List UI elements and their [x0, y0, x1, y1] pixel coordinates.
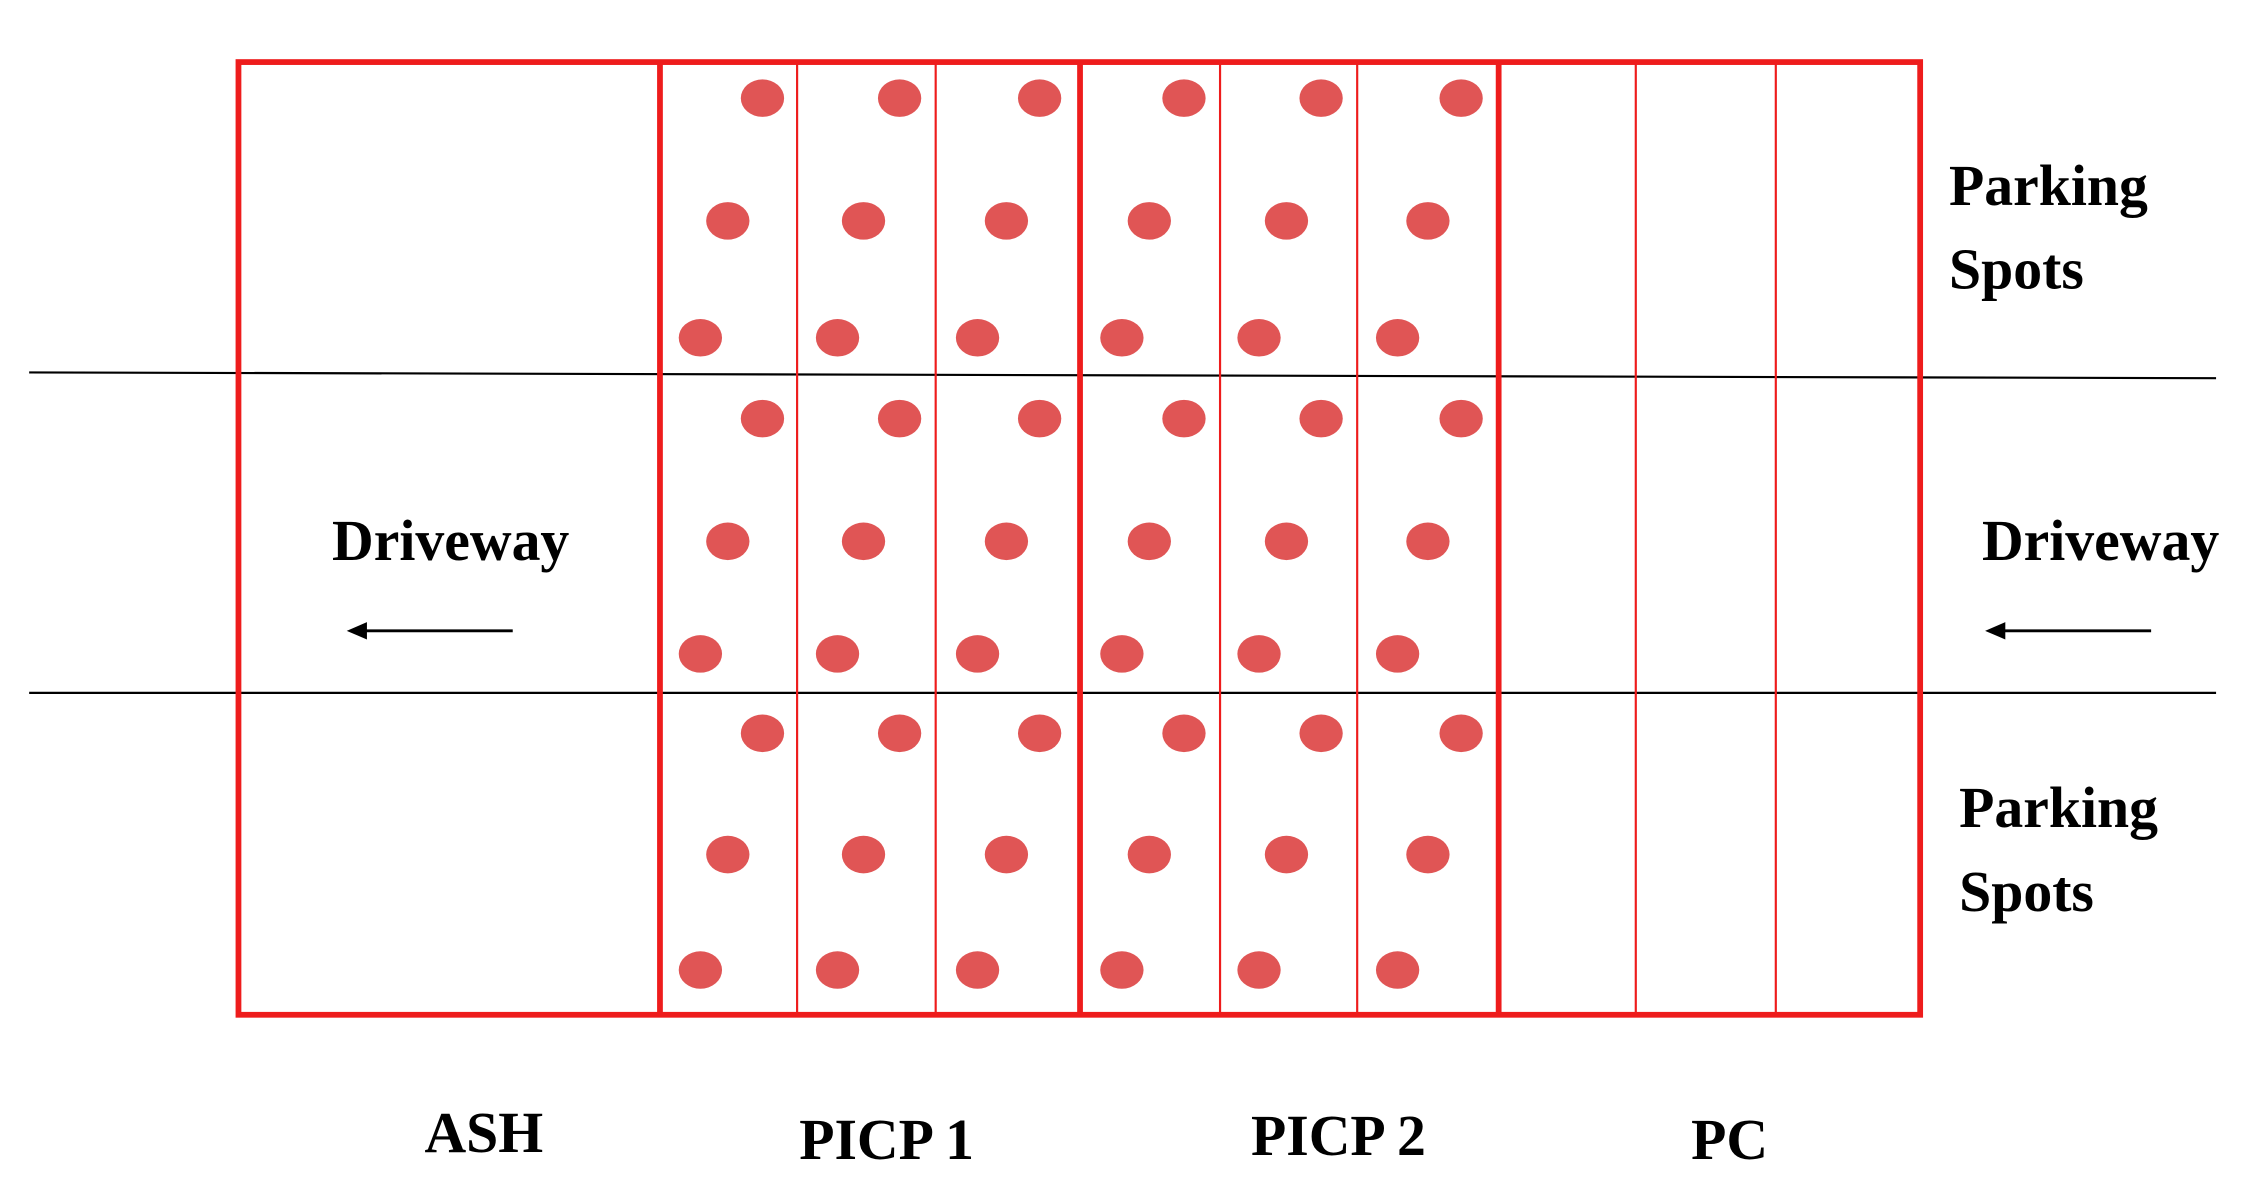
paver-dot [1017, 79, 1062, 117]
paver-dot [1100, 635, 1144, 673]
arrow-head [1985, 622, 2006, 640]
paver-dot [955, 951, 1000, 989]
paver-dot [1299, 79, 1343, 117]
paver-dot [1127, 202, 1171, 240]
paver-dot [1375, 635, 1420, 673]
paver-dot [955, 635, 1000, 673]
paver-dot [1264, 522, 1309, 561]
paver-dot [678, 951, 723, 989]
paver-dot [1017, 714, 1062, 753]
paver-dot [877, 714, 922, 753]
paver-dot [841, 522, 886, 561]
paver-dot [841, 202, 886, 240]
paver-dot [1439, 714, 1483, 753]
label-line: Spots [1959, 861, 2094, 924]
section-label: ASH [425, 1102, 544, 1165]
paver-dot [1237, 951, 1281, 989]
paver-dot [877, 399, 922, 438]
paver-dot [984, 835, 1029, 874]
arrow-head [346, 622, 367, 640]
paver-dot [1017, 399, 1062, 438]
paver-dot [955, 319, 1000, 357]
paver-dot [815, 319, 860, 357]
parking-label: Parking Spots [1959, 777, 2172, 924]
paver-dot [1439, 79, 1483, 117]
paver-dot [1127, 522, 1171, 561]
paver-dot [1299, 399, 1343, 438]
paver-dot [1264, 202, 1309, 240]
paver-dot [877, 79, 922, 117]
paver-dot [1299, 714, 1343, 753]
paver-dot [984, 522, 1029, 561]
paver-dot [740, 399, 785, 438]
paver-dot [1439, 399, 1483, 438]
parking-label: Parking Spots [1949, 155, 2162, 302]
paver-dot [1406, 835, 1450, 874]
paver-dot [984, 202, 1029, 240]
pavers [678, 79, 1483, 989]
paver-dot [1162, 714, 1206, 753]
paver-dot [841, 835, 886, 874]
section-label: PC [1691, 1109, 1768, 1172]
paver-dot [1162, 399, 1206, 438]
paver-dot [706, 202, 750, 240]
paver-dot [1375, 951, 1420, 989]
section-grid [235, 59, 1924, 1018]
paver-dot [1237, 319, 1281, 357]
paver-dot [1127, 835, 1171, 874]
paver-dot [1406, 522, 1450, 561]
label-line: Spots [1949, 239, 2084, 302]
label-line: Parking [1959, 777, 2158, 840]
paver-dot [740, 714, 785, 753]
driveway-label: Driveway [332, 510, 569, 573]
paver-dot [706, 835, 750, 874]
arrows [346, 622, 2152, 640]
paver-dot [815, 951, 860, 989]
section-label: PICP 1 [799, 1109, 974, 1172]
paver-dot [1237, 635, 1281, 673]
driveway-label: Driveway [1982, 510, 2219, 573]
driveway-edge [29, 371, 2217, 380]
paver-dot [1100, 951, 1144, 989]
label-line: Parking [1949, 155, 2148, 218]
paver-dot [1375, 319, 1420, 357]
paver-dot [678, 319, 723, 357]
driveway-lines [29, 371, 2217, 694]
paver-dot [1406, 202, 1450, 240]
paver-dot [740, 79, 785, 117]
paver-dot [815, 635, 860, 673]
paver-dot [706, 522, 750, 561]
paver-dot [1264, 835, 1309, 874]
paver-dot [1100, 319, 1144, 357]
section-label: PICP 2 [1251, 1105, 1426, 1168]
paver-dot [678, 635, 723, 673]
paver-dot [1162, 79, 1206, 117]
